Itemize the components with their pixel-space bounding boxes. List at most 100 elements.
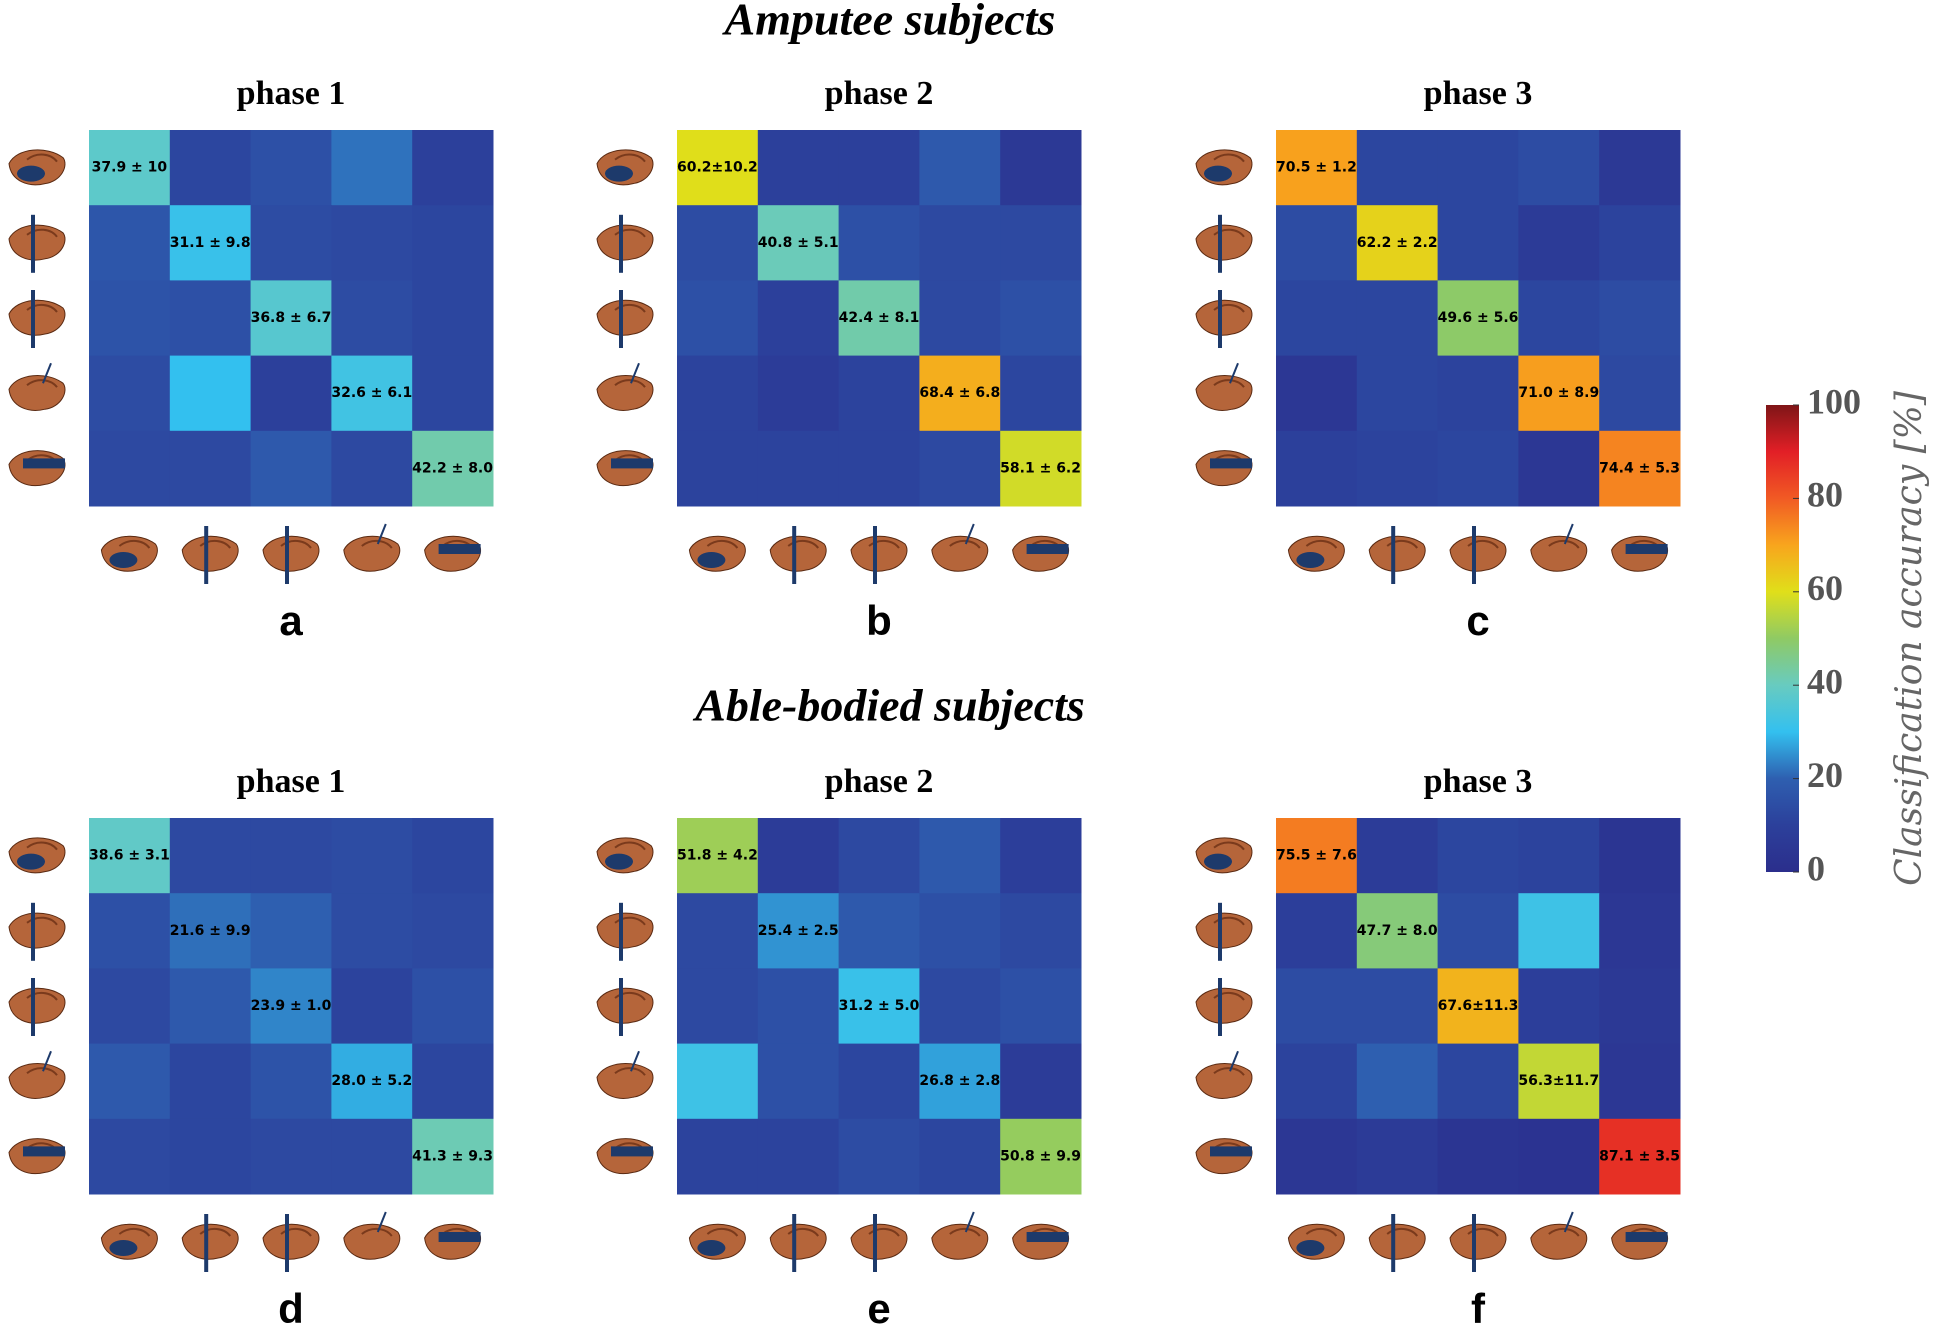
hand-object [1625,1232,1668,1242]
heatmap-cell [757,1118,840,1195]
heatmap-cell [250,1118,332,1195]
heatmap-cell [1518,818,1600,894]
colorbar-tick-label: 20 [1807,755,1843,795]
heatmap-cell [757,130,840,206]
heatmap-cell [677,130,759,206]
phase-title: phase 2 [825,763,934,800]
heatmap-cell [677,893,759,969]
heatmap-cell [331,1043,413,1120]
heatmap-cell [838,968,920,1045]
heatmap-cell [250,1043,332,1120]
heatmap-cell [169,130,252,206]
hand-finger [199,540,231,549]
hand-shape [1195,374,1253,411]
hand-object [630,1050,640,1072]
hand-icon [8,978,66,1036]
heatmap-cell [250,893,332,969]
heatmap-cell [677,818,759,894]
hand-shape [596,987,654,1024]
cell-label: 38.6 ± 3.1 [89,848,170,864]
heatmap-cell [1000,968,1082,1045]
cell-label: 71.0 ± 8.9 [1518,385,1599,401]
hand-icon [1449,1214,1507,1272]
heatmap-cell [1356,430,1439,507]
hand-icon [1012,535,1070,572]
hand-finger [280,540,312,549]
hand-object [1563,1211,1574,1233]
hand-shape [931,535,989,572]
hand-object [17,165,45,182]
heatmap-cell [250,280,332,357]
heatmap-cell [1276,280,1358,357]
heatmap-cell [1356,818,1439,894]
hand-shape [1530,535,1588,572]
heatmap-cell [1518,1043,1600,1120]
cell-label: 41.3 ± 9.3 [412,1148,493,1164]
heatmap-cell [1518,130,1600,206]
hand-shape [8,912,66,949]
hand-icon [100,535,158,572]
hand-finger [1467,540,1499,549]
heatmap-cell [89,355,171,432]
heatmap-cell [1437,1118,1519,1195]
heatmap-cell [919,1118,1001,1195]
hand-finger [868,1228,900,1237]
heatmap-cell [757,355,840,432]
hand-shape [1368,535,1426,572]
hand-object [376,523,387,545]
hand-finger [614,153,646,163]
colorbar-tick-label: 60 [1807,568,1843,608]
panel-letter: a [279,597,303,644]
heatmap-cell [677,355,759,432]
hand-object [42,362,52,384]
heatmap-cell [757,968,840,1045]
hand-finger [614,992,646,1001]
heatmap-cell [919,430,1001,507]
heatmap-cell [250,968,332,1045]
heatmap-cell [169,893,252,969]
hand-icon [262,526,320,584]
heatmap-cell [838,355,920,432]
panel-letter: c [1466,597,1489,644]
hand-icon [343,523,401,572]
cell-label: 32.6 ± 6.1 [331,385,412,401]
heatmap-cell [919,968,1001,1045]
heatmap-cell [331,430,413,507]
hand-shape [8,1062,66,1099]
heatmap-cell [412,818,494,894]
hand-object [1563,523,1574,545]
hand-icon [769,1214,827,1272]
colorbar-label: Classification accuracy [%] [1889,390,1930,886]
hand-icon [769,526,827,584]
heatmap-cell [1000,130,1082,206]
hand-icon [1195,837,1253,874]
hand-object [964,1211,975,1233]
hand-icon [181,1214,239,1272]
heatmap-cell [919,355,1001,432]
hand-object [1229,1050,1239,1072]
heatmap-cell [1356,205,1439,281]
hand-object [605,165,633,182]
hand-finger [1213,992,1245,1001]
hand-finger [26,992,58,1001]
heatmap-cell [412,130,494,206]
hand-shape [596,1062,654,1099]
heatmap-cell [838,130,920,206]
heatmap-cell [169,430,252,507]
heatmap-cell [89,430,171,507]
hand-object [109,552,138,568]
cell-label: 49.6 ± 5.6 [1438,310,1519,326]
hand-object [376,1211,387,1233]
heatmap-cell [89,1118,171,1195]
heatmap-cell [1000,893,1082,969]
hand-icon [1368,526,1426,584]
hand-finger [26,841,58,851]
hand-icon [1195,290,1253,348]
heatmap-cell [919,818,1001,894]
heatmap-cell [1599,1118,1681,1195]
hand-object [438,1232,481,1242]
heatmap-cell [1356,355,1439,432]
hand-finger [868,540,900,549]
hand-shape [262,1223,320,1260]
hand-shape [596,912,654,949]
